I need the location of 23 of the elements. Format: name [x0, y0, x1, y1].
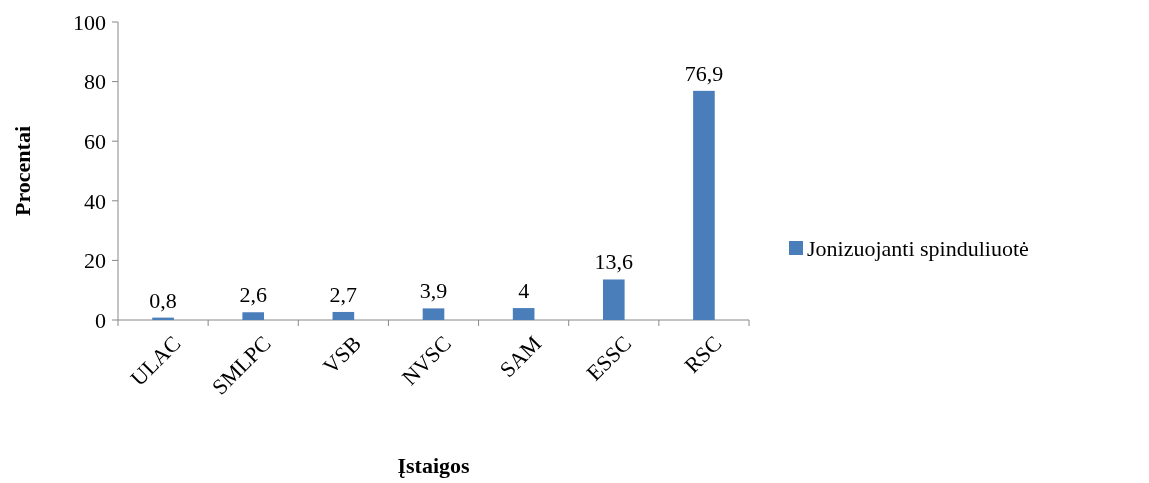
y-tick-label: 80	[84, 69, 106, 95]
bar	[422, 308, 445, 320]
y-tick-label: 40	[84, 188, 106, 214]
data-label: 13,6	[594, 249, 634, 275]
bar	[602, 279, 625, 320]
bar	[693, 90, 715, 320]
bar	[242, 312, 265, 320]
y-tick-label: 0	[95, 307, 106, 333]
y-tick-label: 100	[73, 9, 106, 35]
data-label: 76,9	[684, 60, 724, 86]
y-tick-label: 60	[84, 128, 106, 154]
legend-label: Jonizuojanti spinduliuotė	[807, 235, 1029, 261]
data-label: 0,8	[149, 287, 177, 313]
y-axis-title: Procentai	[10, 125, 35, 217]
x-axis-title: Įstaigos	[397, 453, 470, 478]
data-label: 2,6	[239, 282, 267, 308]
x-tick-label: VSB	[317, 330, 366, 379]
bar	[332, 311, 355, 320]
data-label: 4	[518, 278, 530, 304]
y-tick-label: 20	[84, 248, 106, 274]
data-label: 3,9	[419, 278, 448, 304]
data-label: 2,7	[329, 281, 358, 307]
bar	[512, 308, 535, 320]
